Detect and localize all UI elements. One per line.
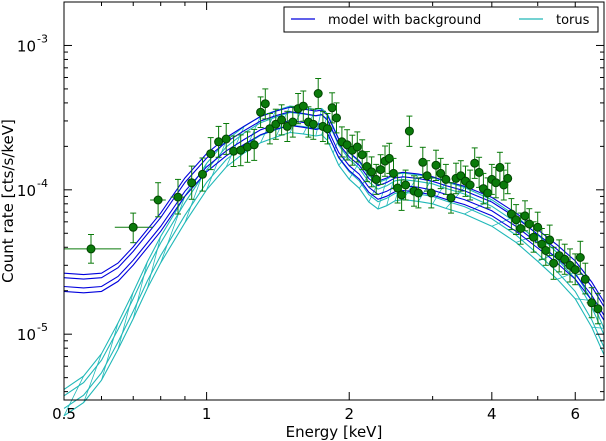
- data-point-marker: [413, 188, 423, 198]
- data-point-marker: [470, 158, 480, 168]
- y-tick-exponent: -5: [37, 321, 48, 334]
- data-point-marker: [86, 244, 96, 254]
- data-point-marker: [376, 165, 386, 175]
- y-tick-exponent: -3: [37, 32, 48, 45]
- data-point-marker: [371, 174, 381, 184]
- torus-hatch: [101, 322, 119, 381]
- data-point-marker: [332, 113, 341, 123]
- model-curve-0: [63, 124, 605, 321]
- data-point-marker: [249, 140, 259, 150]
- data-point-marker: [422, 171, 432, 181]
- torus-curve-0: [63, 131, 605, 417]
- model-curve-1: [63, 119, 605, 316]
- data-point-marker: [367, 167, 377, 177]
- data-point-marker: [441, 174, 451, 184]
- data-point-marker: [357, 150, 367, 160]
- data-point-marker: [541, 246, 551, 255]
- torus-hatch: [418, 177, 433, 202]
- data-point-marker: [260, 99, 270, 109]
- y-axis-ticks: 10-510-410-3: [17, 32, 604, 393]
- data-point-marker: [520, 211, 530, 221]
- torus-hatch: [63, 375, 84, 416]
- data-point-marker: [173, 192, 183, 202]
- data-point-marker: [187, 178, 197, 188]
- data-point-marker: [580, 274, 590, 284]
- data-point-marker: [418, 157, 428, 167]
- data-point-marker: [298, 101, 308, 111]
- data-point-marker: [503, 173, 513, 183]
- data-point-marker: [587, 298, 597, 308]
- data-point-marker: [256, 107, 266, 117]
- data-point-marker: [446, 193, 456, 203]
- data-point-marker: [308, 119, 318, 129]
- data-point-marker: [511, 215, 521, 225]
- data-point-marker: [465, 180, 475, 190]
- x-tick-label: 6: [570, 405, 580, 423]
- torus-hatch: [557, 271, 576, 280]
- y-tick-label: 10: [17, 182, 36, 200]
- legend-label-model: model with background: [328, 13, 481, 28]
- data-point-marker: [436, 168, 446, 178]
- data-point-marker: [277, 115, 287, 125]
- torus-hatch: [117, 292, 134, 350]
- data-point-marker: [593, 304, 603, 314]
- x-tick-label: 1: [202, 405, 212, 423]
- data-point-marker: [575, 253, 585, 262]
- torus-hatch: [206, 140, 227, 190]
- torus-hatch: [432, 181, 447, 205]
- x-tick-label: 2: [344, 405, 354, 423]
- y-tick-label: 10: [17, 37, 36, 55]
- data-point-marker: [560, 254, 570, 264]
- data-point-marker: [206, 149, 216, 159]
- data-point-marker: [313, 89, 323, 98]
- torus-hatch: [83, 353, 102, 403]
- data-point-marker: [495, 162, 505, 172]
- data-point-marker: [431, 160, 441, 170]
- torus-hatch: [160, 196, 186, 263]
- torus-hatch: [377, 179, 388, 210]
- plot-frame: [63, 1, 605, 401]
- data-point-marker: [549, 258, 559, 268]
- data-point-marker: [288, 117, 298, 127]
- torus-hatch: [147, 236, 162, 289]
- data-point-marker: [198, 169, 207, 179]
- data-point-marker: [524, 219, 534, 229]
- data-point-marker: [153, 195, 163, 205]
- data-point-marker: [529, 232, 539, 242]
- data-point-marker: [483, 188, 493, 198]
- x-axis-label: Energy [keV]: [286, 423, 383, 441]
- data-points: [64, 78, 603, 325]
- data-point-marker: [404, 126, 414, 136]
- data-point-marker: [221, 134, 231, 144]
- x-tick-label: 4: [487, 405, 497, 423]
- y-tick-label: 10: [17, 326, 36, 344]
- data-point-marker: [128, 222, 138, 232]
- data-point-marker: [327, 103, 337, 113]
- data-point-marker: [506, 209, 516, 219]
- torus-hatch: [315, 108, 323, 137]
- data-point-marker: [401, 180, 411, 190]
- legend: model with background torus: [283, 6, 599, 33]
- torus-hatch: [132, 261, 148, 319]
- data-point-marker: [533, 222, 543, 232]
- x-axis-ticks: 0.5 1 2 4 6: [52, 2, 580, 423]
- torus-hatch: [591, 326, 605, 329]
- data-point-marker: [265, 124, 275, 134]
- legend-label-torus: torus: [556, 13, 590, 28]
- data-point-marker: [474, 167, 484, 177]
- data-point-marker: [426, 188, 436, 198]
- x-tick-label: 0.5: [52, 405, 76, 423]
- data-point-marker: [545, 235, 555, 245]
- data-point-marker: [352, 142, 362, 152]
- data-point-marker: [342, 140, 352, 150]
- data-point-marker: [214, 137, 224, 147]
- data-point-marker: [570, 265, 580, 275]
- legend-box: [283, 6, 599, 33]
- y-tick-exponent: -4: [37, 177, 48, 190]
- data-point-marker: [397, 190, 407, 200]
- y-axis-label: Count rate [cts/s/keV]: [0, 119, 17, 283]
- data-point-marker: [323, 124, 332, 134]
